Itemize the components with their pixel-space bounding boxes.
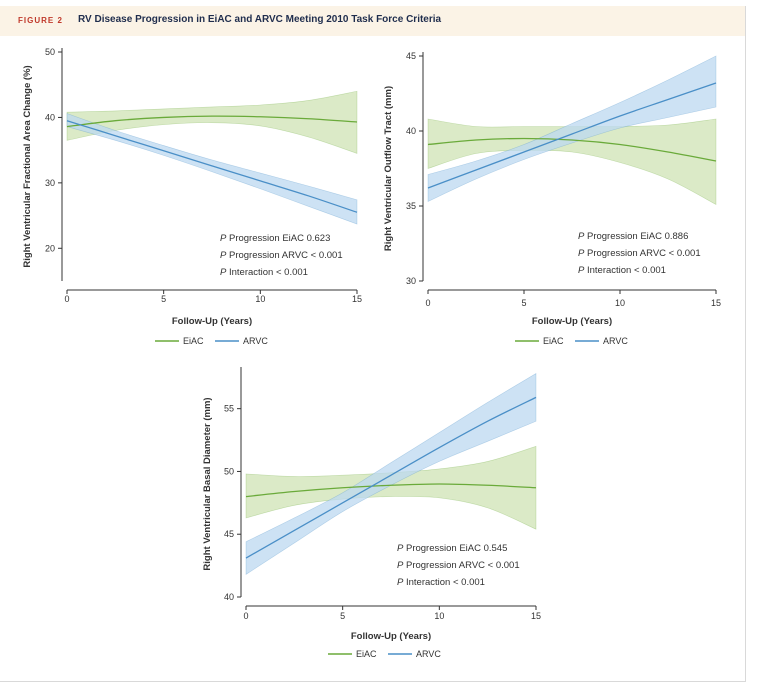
- y-tick-label: 30: [406, 276, 416, 286]
- ci-band-arvc: [66, 113, 358, 225]
- series-line-eiac: [66, 115, 358, 128]
- p-value-annotation: P Progression EiAC 0.623: [220, 233, 330, 244]
- figure-title: RV Disease Progression in EiAC and ARVC …: [78, 14, 442, 25]
- ci-band-eiac: [66, 90, 358, 154]
- p-value-annotation: P Progression EiAC 0.545: [397, 543, 507, 554]
- figure-label: FIGURE 2: [18, 16, 63, 25]
- y-tick-label: 20: [45, 243, 55, 253]
- p-value-annotation: P Progression EiAC 0.886: [578, 231, 688, 242]
- ci-band-arvc: [245, 372, 537, 575]
- series-line-eiac: [245, 483, 537, 498]
- legend-label-eiac: EiAC: [356, 649, 377, 659]
- p-value-annotation: P Interaction < 0.001: [397, 577, 485, 588]
- x-tick-label: 15: [711, 298, 721, 308]
- y-tick-label: 45: [224, 529, 234, 539]
- ci-band-arvc: [427, 55, 717, 202]
- legend-label-arvc: ARVC: [416, 649, 441, 659]
- x-tick-label: 10: [434, 611, 444, 621]
- y-tick-label: 50: [224, 466, 234, 476]
- y-tick-label: 35: [406, 201, 416, 211]
- x-tick-label: 5: [521, 298, 526, 308]
- y-axis-title: Right Ventricular Basal Diameter (mm): [202, 397, 213, 570]
- legend-label-eiac: EiAC: [183, 336, 204, 346]
- x-tick-label: 0: [243, 611, 248, 621]
- series-line-arvc: [66, 120, 358, 213]
- y-axis-title: Right Ventricular Fractional Area Change…: [22, 65, 33, 267]
- p-value-annotation: P Progression ARVC < 0.001: [578, 248, 701, 259]
- y-tick-label: 40: [224, 592, 234, 602]
- chart-panel-2: 30 35 40 45 0 5 10 15 Follow-Up (Years) Right Ven…: [383, 51, 721, 346]
- ci-band-eiac: [245, 445, 537, 530]
- legend: EiAC ARVC: [515, 336, 628, 346]
- x-axis-title: Follow-Up (Years): [351, 631, 431, 642]
- y-tick-label: 40: [406, 126, 416, 136]
- x-tick-label: 15: [531, 611, 541, 621]
- chart-panel-3: 40 45 50 55 0 5 10 15 Follow-Up (Years) Right Ven…: [202, 367, 541, 659]
- legend: EiAC ARVC: [155, 336, 268, 346]
- series-line-arvc: [245, 396, 537, 559]
- legend-label-arvc: ARVC: [243, 336, 268, 346]
- x-axis-title: Follow-Up (Years): [532, 316, 612, 327]
- legend-label-arvc: ARVC: [603, 336, 628, 346]
- p-value-annotation: P Progression ARVC < 0.001: [220, 250, 343, 261]
- y-tick-label: 40: [45, 112, 55, 122]
- x-tick-label: 5: [161, 294, 166, 304]
- p-value-annotation: P Progression ARVC < 0.001: [397, 560, 520, 571]
- chart-panel-1: 20 30 40 50 0 5 10 15 Follow-Up (Years) Right Ven…: [22, 47, 362, 346]
- p-value-annotation: P Interaction < 0.001: [220, 267, 308, 278]
- x-tick-label: 5: [340, 611, 345, 621]
- x-tick-label: 15: [352, 294, 362, 304]
- x-axis-title: Follow-Up (Years): [172, 316, 252, 327]
- figure-header: [0, 6, 745, 36]
- legend: EiAC ARVC: [328, 649, 441, 659]
- series-line-arvc: [427, 82, 717, 189]
- series-line-eiac: [427, 137, 717, 162]
- y-tick-label: 45: [406, 51, 416, 61]
- y-tick-label: 30: [45, 178, 55, 188]
- y-axis-title: Right Ventricular Outflow Tract (mm): [383, 86, 394, 251]
- x-tick-label: 0: [64, 294, 69, 304]
- legend-label-eiac: EiAC: [543, 336, 564, 346]
- x-tick-label: 10: [255, 294, 265, 304]
- x-tick-label: 10: [615, 298, 625, 308]
- x-tick-label: 0: [425, 298, 430, 308]
- y-tick-label: 55: [224, 404, 234, 414]
- y-tick-label: 50: [45, 47, 55, 57]
- p-value-annotation: P Interaction < 0.001: [578, 265, 666, 276]
